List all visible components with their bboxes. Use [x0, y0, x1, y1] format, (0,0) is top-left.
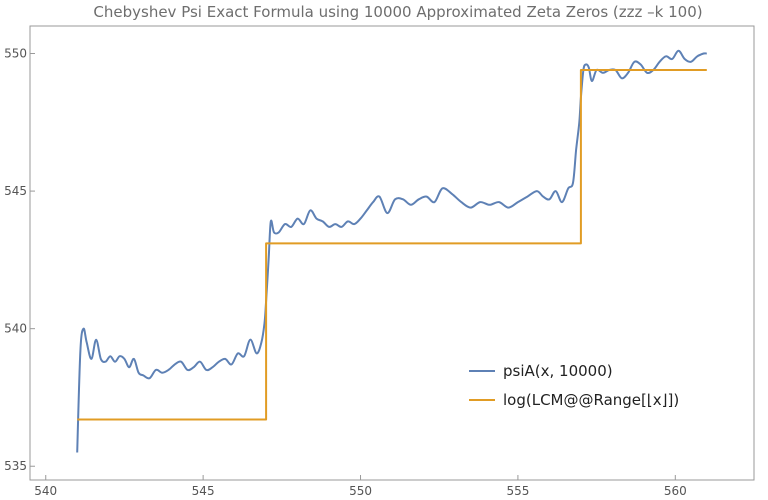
y-tick-label: 535 [4, 459, 27, 473]
chart-title: Chebyshev Psi Exact Formula using 10000 … [93, 3, 702, 21]
plot-area [76, 49, 707, 453]
legend-label-2: log(LCM@@Range[⌊x⌋]) [503, 391, 679, 409]
x-tick-label: 550 [349, 484, 372, 498]
legend-label-1: psiA(x, 10000) [503, 362, 613, 380]
legend: psiA(x, 10000) log(LCM@@Range[⌊x⌋]) [469, 362, 679, 409]
y-tick-label: 550 [4, 47, 27, 61]
plot-frame [29, 25, 755, 481]
x-tick-label: 540 [34, 484, 57, 498]
x-tick-label: 545 [192, 484, 215, 498]
series-line-2 [77, 69, 707, 421]
x-axis: 540 545 550 555 560 [34, 475, 687, 498]
y-axis: 535 540 545 550 [4, 47, 35, 473]
x-tick-label: 560 [664, 484, 687, 498]
y-tick-label: 545 [4, 184, 27, 198]
y-tick-label: 540 [4, 322, 27, 336]
x-tick-label: 555 [506, 484, 529, 498]
